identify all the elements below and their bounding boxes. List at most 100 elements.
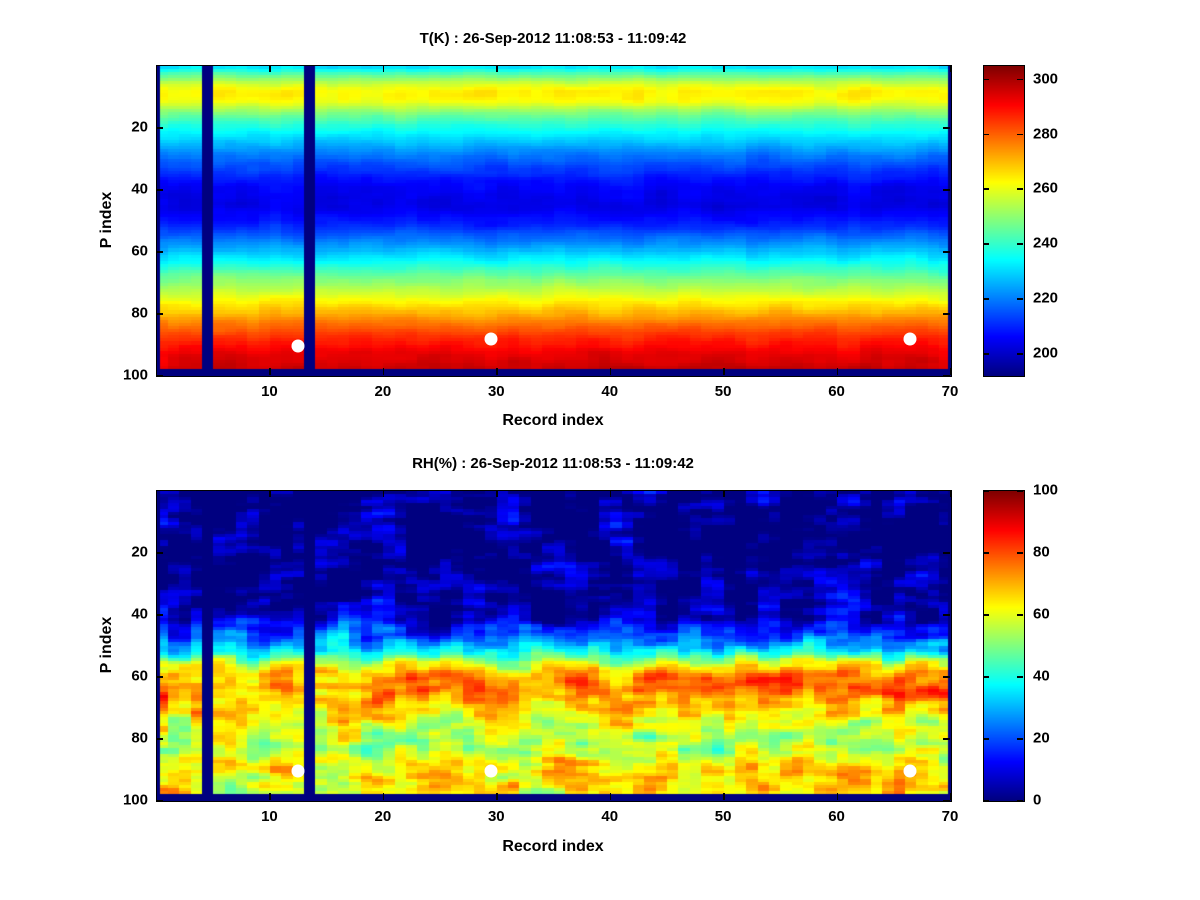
colorbar-tick-label: 20 [1033, 729, 1050, 747]
colorbar-tick-label: 100 [1033, 481, 1059, 499]
colorbar-gradient [984, 66, 1024, 376]
y-tick-label: 80 [131, 304, 148, 322]
y-tick-right [943, 313, 950, 315]
profile-marker[interactable] [291, 339, 305, 353]
colorbar-tick-label: 280 [1033, 125, 1059, 143]
x-tick-top [382, 65, 385, 72]
colorbar-tick-label: 80 [1033, 543, 1050, 561]
y-tick-right [943, 676, 950, 678]
x-tick-label: 40 [601, 383, 619, 400]
heatmap-axes[interactable] [156, 65, 952, 377]
y-tick [156, 676, 163, 678]
colorbar-tick [1017, 552, 1023, 554]
colorbar-tick [1017, 614, 1023, 616]
x-tick-top [723, 490, 725, 497]
x-tick [382, 793, 385, 800]
colorbar-tick-left [983, 490, 989, 492]
x-tick [836, 368, 839, 375]
x-axis-label: Record index [502, 838, 604, 855]
colorbar-tick [1017, 133, 1023, 136]
profile-marker[interactable] [484, 764, 498, 778]
profile-marker[interactable] [903, 764, 917, 778]
x-tick-label: 60 [828, 383, 845, 400]
y-tick-right [943, 251, 950, 253]
colorbar-tick-label: 60 [1033, 605, 1050, 623]
y-tick-label: 20 [131, 118, 148, 136]
x-tick-label: 20 [374, 808, 392, 825]
plot-title: RH(%) : 26-Sep-2012 11:08:53 - 11:09:42 [412, 455, 694, 472]
x-tick-top [496, 490, 498, 497]
colorbar-tick-left [983, 298, 989, 300]
colorbar-tick [1017, 676, 1023, 678]
colorbar-tick [1017, 78, 1023, 81]
colorbar-gradient [984, 491, 1024, 801]
x-tick-top [950, 490, 952, 497]
x-tick-label: 50 [714, 808, 732, 825]
x-tick-top [269, 490, 271, 497]
y-tick-right [943, 614, 950, 616]
x-tick-top [496, 65, 498, 72]
heatmap-axes[interactable] [156, 490, 952, 802]
y-tick [156, 313, 163, 315]
profile-marker[interactable] [291, 764, 305, 778]
y-axis-label: P index [98, 616, 115, 674]
colorbar-tick [1017, 353, 1023, 355]
x-tick-top [836, 490, 839, 497]
colorbar-tick-label: 260 [1033, 179, 1059, 197]
y-tick-right [943, 738, 950, 740]
x-tick [836, 793, 839, 800]
colorbar-tick-label: 240 [1033, 234, 1059, 252]
y-tick-right [943, 375, 950, 377]
x-tick-label: 30 [487, 383, 505, 400]
x-tick-label: 50 [714, 383, 732, 400]
colorbar-tick-left [983, 800, 989, 802]
x-tick [269, 793, 271, 800]
colorbar-tick-label: 300 [1033, 70, 1059, 88]
x-tick-label: 20 [374, 383, 392, 400]
y-tick [156, 614, 163, 616]
x-tick [609, 793, 612, 800]
colorbar-tick [1017, 243, 1023, 245]
colorbar-tick-left [983, 738, 989, 740]
colorbar[interactable] [983, 490, 1025, 802]
colorbar-tick [1017, 738, 1023, 740]
y-tick-label: 40 [131, 605, 148, 623]
x-tick-label: 70 [941, 383, 959, 400]
colorbar-tick-left [983, 243, 989, 245]
colorbar[interactable] [983, 65, 1025, 377]
y-tick-label: 40 [131, 180, 148, 198]
y-tick-right [943, 552, 950, 554]
y-tick-label: 20 [131, 543, 148, 561]
colorbar-tick-left [983, 552, 989, 554]
x-tick [382, 368, 385, 375]
x-tick-top [269, 65, 271, 72]
colorbar-tick-label: 40 [1033, 667, 1050, 685]
y-tick [156, 127, 163, 129]
colorbar-tick [1017, 188, 1023, 190]
y-tick [156, 375, 163, 377]
profile-marker[interactable] [903, 332, 917, 346]
profile-marker[interactable] [484, 332, 498, 346]
x-tick [950, 368, 952, 375]
colorbar-tick [1017, 298, 1023, 300]
x-tick-label: 10 [261, 383, 278, 400]
colorbar-tick-left [983, 614, 989, 616]
heatmap-image [157, 66, 951, 376]
x-tick [269, 368, 271, 375]
colorbar-tick-label: 220 [1033, 289, 1059, 307]
x-tick-label: 70 [941, 808, 959, 825]
x-tick [609, 368, 612, 375]
x-tick-label: 30 [487, 808, 505, 825]
x-tick-top [950, 65, 952, 72]
x-tick-label: 60 [828, 808, 845, 825]
colorbar-tick-left [983, 676, 989, 678]
x-tick-top [836, 65, 839, 72]
x-tick [723, 368, 725, 375]
colorbar-tick-label: 0 [1033, 791, 1042, 809]
y-tick [156, 189, 163, 191]
x-tick-top [609, 65, 612, 72]
colorbar-tick [1017, 800, 1023, 802]
y-tick-label: 100 [122, 366, 148, 384]
colorbar-tick-left [983, 188, 989, 190]
